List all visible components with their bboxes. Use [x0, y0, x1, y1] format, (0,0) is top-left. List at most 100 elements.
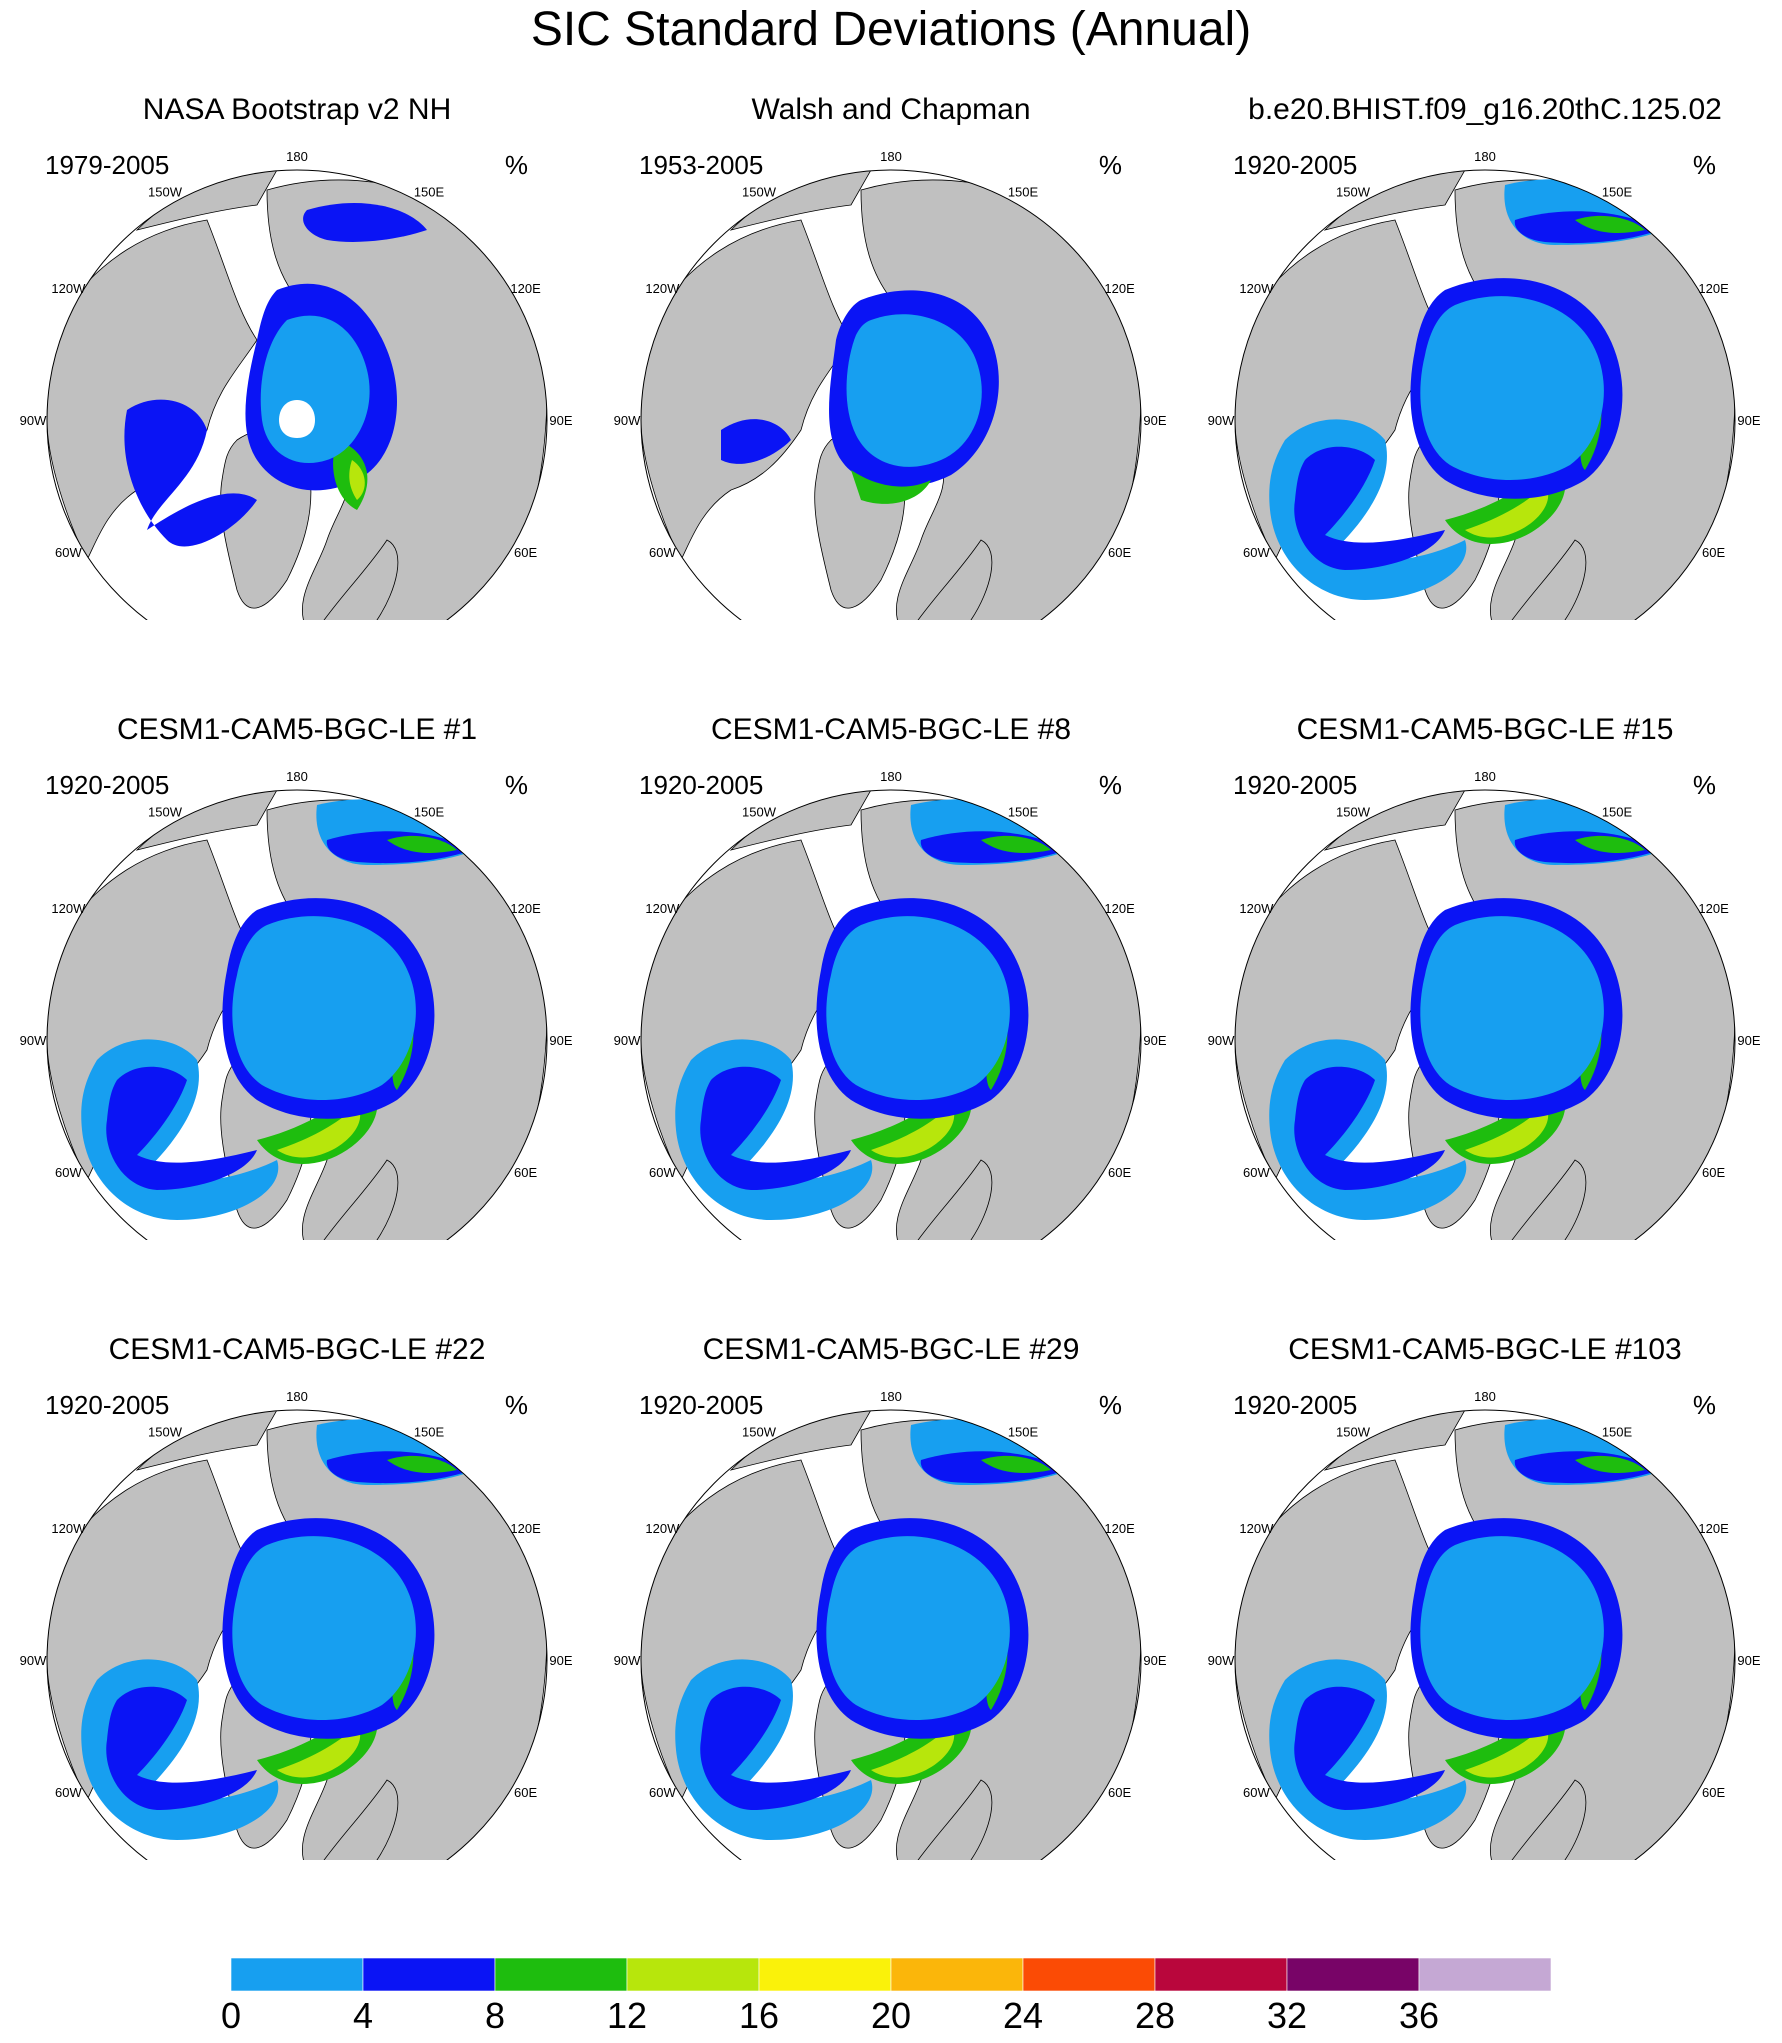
longitude-label: 180 — [286, 1389, 308, 1404]
panel-period: 1979-2005 — [45, 150, 170, 180]
panel-title: CESM1-CAM5-BGC-LE #1 — [116, 713, 478, 746]
sic-contour — [1294, 1066, 1445, 1190]
longitude-label: 120W — [51, 281, 86, 296]
longitude-label: 90E — [1143, 1033, 1166, 1048]
longitude-label: 90E — [1143, 1653, 1166, 1668]
longitude-label: 120W — [645, 901, 680, 916]
sic-contour — [279, 400, 315, 438]
panel-period: 1953-2005 — [639, 150, 764, 180]
map-boundary — [640, 789, 1142, 1240]
sic-contour — [1575, 215, 1645, 233]
longitude-label: 120W — [1239, 1521, 1274, 1536]
panel-period: 1920-2005 — [639, 1390, 764, 1420]
sic-contour — [981, 835, 1051, 853]
land-mass — [1504, 1779, 1587, 1860]
polar-map: 180150E120E90E60E30E030W60W90W120W150W — [20, 769, 573, 1240]
sic-contour — [232, 1536, 416, 1720]
longitude-label: 150E — [1008, 1424, 1039, 1439]
colorbar-tick-label: 0 — [220, 1995, 242, 2036]
sic-contour — [1575, 1455, 1645, 1473]
longitude-label: 60E — [1108, 1785, 1131, 1800]
polar-map: 180150E120E90E60E30E030W60W90W120W150W — [614, 769, 1167, 1240]
longitude-label: 180 — [1474, 769, 1496, 784]
longitude-label: 120E — [1698, 1521, 1729, 1536]
colorbar-tick-label: 12 — [606, 1995, 648, 2036]
colorbar — [231, 1958, 1551, 1991]
longitude-label: 120E — [510, 1521, 541, 1536]
longitude-label: 90W — [20, 1033, 47, 1048]
longitude-label: 150W — [148, 804, 183, 819]
map-panel: 180150E120E90E60E30E030W60W90W120W150WCE… — [1188, 1240, 1782, 1860]
panel-units: % — [1098, 150, 1122, 180]
sic-contour — [700, 1066, 851, 1190]
panel-period: 1920-2005 — [45, 770, 170, 800]
sic-contour — [700, 1686, 851, 1810]
panel-period: 1920-2005 — [1233, 1390, 1358, 1420]
panel-title: CESM1-CAM5-BGC-LE #15 — [1296, 713, 1674, 746]
longitude-label: 60W — [1243, 545, 1270, 560]
longitude-label: 90E — [549, 1033, 572, 1048]
land-mass — [316, 1779, 399, 1860]
sic-contour — [1420, 916, 1604, 1100]
longitude-label: 180 — [880, 1389, 902, 1404]
map-panel: 180150E120E90E60E30E030W60W90W120W150WWa… — [594, 0, 1188, 620]
sic-contour — [387, 835, 457, 853]
colorbar-box — [1022, 1958, 1156, 1991]
colorbar-box — [1286, 1958, 1420, 1991]
sic-contour — [277, 1105, 361, 1158]
colorbar-tick-label: 28 — [1134, 1995, 1176, 2036]
sic-contour — [106, 1686, 257, 1810]
longitude-label: 60W — [55, 545, 82, 560]
longitude-label: 60W — [55, 1165, 82, 1180]
longitude-label: 120W — [51, 901, 86, 916]
colorbar-box — [362, 1958, 496, 1991]
panel-units: % — [1692, 1390, 1716, 1420]
sic-contour — [387, 1455, 457, 1473]
colorbar-tick-label: 24 — [1002, 1995, 1044, 2036]
land-mass — [910, 1159, 993, 1240]
map-boundary — [640, 1409, 1142, 1860]
sic-contour — [846, 314, 982, 467]
map-boundary — [1234, 789, 1736, 1240]
colorbar-boxes — [231, 1958, 1551, 1991]
longitude-label: 180 — [286, 769, 308, 784]
sic-contour — [1465, 1725, 1549, 1778]
longitude-label: 150E — [1008, 804, 1039, 819]
sic-contour — [1294, 1686, 1445, 1810]
longitude-label: 90W — [614, 1653, 641, 1668]
colorbar-tick-label: 4 — [352, 1995, 374, 2036]
sic-contour — [303, 202, 427, 242]
longitude-label: 60W — [1243, 1785, 1270, 1800]
longitude-label: 60E — [1108, 545, 1131, 560]
longitude-label: 60W — [55, 1785, 82, 1800]
land-mass — [316, 1159, 399, 1240]
longitude-label: 60E — [1702, 1785, 1725, 1800]
longitude-label: 180 — [1474, 149, 1496, 164]
panel-title: CESM1-CAM5-BGC-LE #8 — [710, 713, 1072, 746]
land-mass — [641, 219, 852, 561]
sic-contour — [826, 916, 1010, 1100]
panel-period: 1920-2005 — [639, 770, 764, 800]
longitude-label: 60W — [649, 1785, 676, 1800]
longitude-label: 60E — [1702, 1165, 1725, 1180]
longitude-label: 90E — [549, 413, 572, 428]
sic-contour — [871, 1105, 955, 1158]
panel-units: % — [504, 150, 528, 180]
polar-map: 180150E120E90E60E30E030W60W90W120W150W — [614, 149, 1167, 620]
longitude-label: 150W — [1336, 804, 1371, 819]
map-boundary — [1234, 169, 1736, 620]
longitude-label: 150W — [742, 804, 777, 819]
sic-contour — [232, 916, 416, 1100]
sic-contour — [871, 1725, 955, 1778]
longitude-label: 60W — [649, 1165, 676, 1180]
map-boundary — [46, 169, 548, 620]
panel-units: % — [1692, 770, 1716, 800]
longitude-label: 150W — [742, 1424, 777, 1439]
longitude-label: 180 — [286, 149, 308, 164]
longitude-label: 60W — [1243, 1165, 1270, 1180]
panel-title: CESM1-CAM5-BGC-LE #103 — [1288, 1333, 1682, 1366]
map-panel: 180150E120E90E60E30E030W60W90W120W150WCE… — [0, 1240, 594, 1860]
colorbar-tick-label: 20 — [870, 1995, 912, 2036]
panel-title: CESM1-CAM5-BGC-LE #29 — [702, 1333, 1080, 1366]
longitude-label: 90W — [20, 413, 47, 428]
